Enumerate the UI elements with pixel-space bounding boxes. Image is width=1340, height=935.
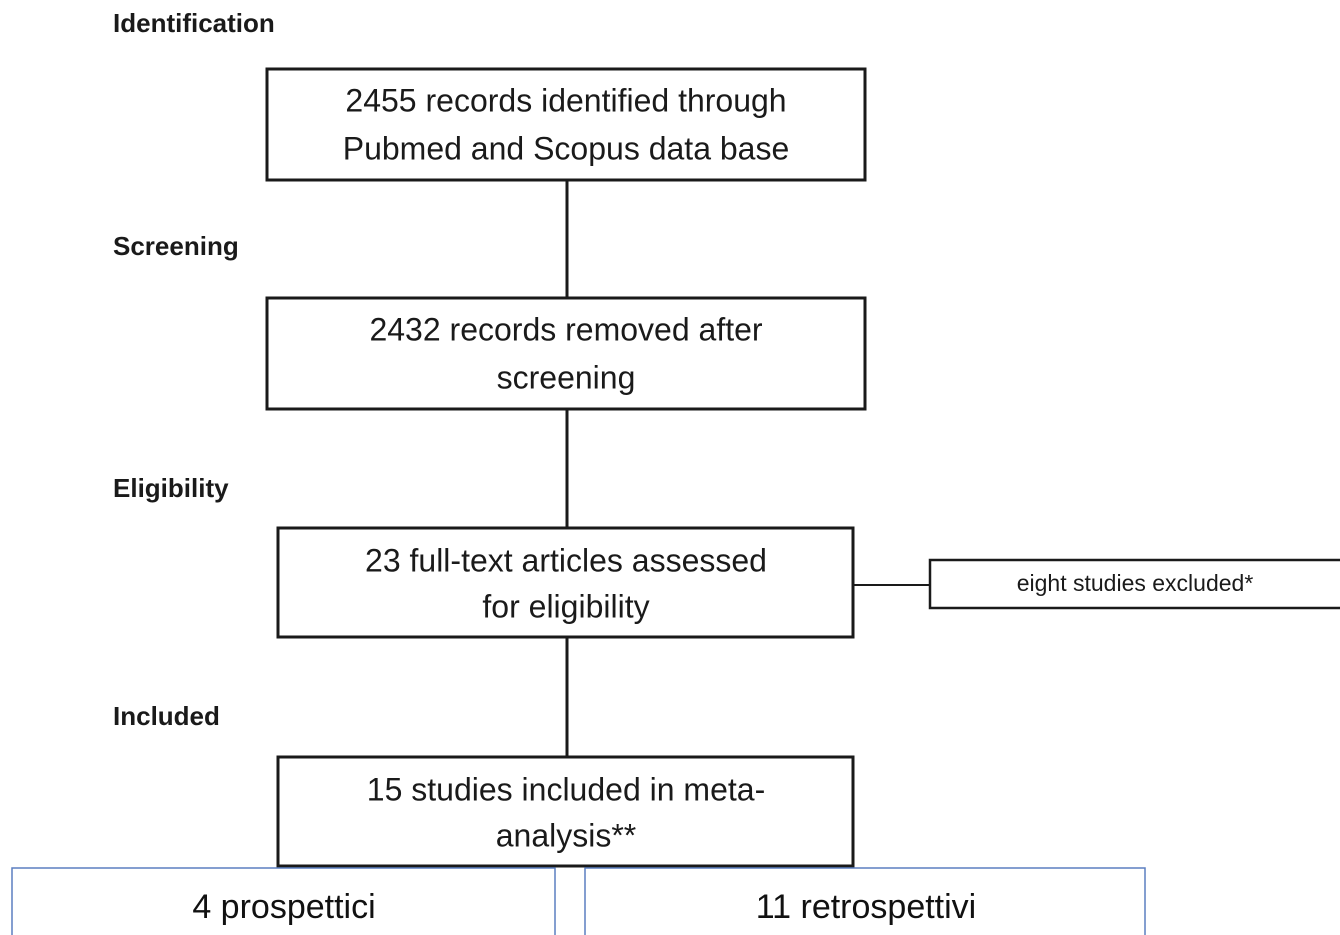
box-text: 23 full-text articles assessed (365, 542, 767, 578)
subgroup-text: 11 retrospettivi (756, 888, 976, 926)
box-text: 2455 records identified through (345, 82, 786, 118)
stage-label: Screening (113, 231, 239, 261)
flow-box (276, 526, 855, 639)
flow-box (265, 67, 867, 182)
flow-box (276, 755, 855, 868)
subgroup-text: 4 prospettici (192, 888, 375, 926)
box-text: screening (497, 359, 636, 395)
box-text: 15 studies included in meta- (367, 771, 765, 807)
flow-box (265, 296, 867, 411)
box-text: analysis** (496, 817, 637, 853)
box-text: Pubmed and Scopus data base (343, 130, 790, 166)
stage-label: Included (113, 701, 220, 731)
stage-label: Eligibility (113, 473, 229, 503)
exclusion-text: eight studies excluded* (1017, 570, 1254, 596)
box-text: for eligibility (482, 588, 649, 624)
subgroup-box (11, 867, 556, 935)
subgroup-box (584, 867, 1146, 935)
stage-label: Identification (113, 8, 275, 38)
exclusion-box (928, 558, 1340, 610)
box-text: 2432 records removed after (369, 311, 762, 347)
